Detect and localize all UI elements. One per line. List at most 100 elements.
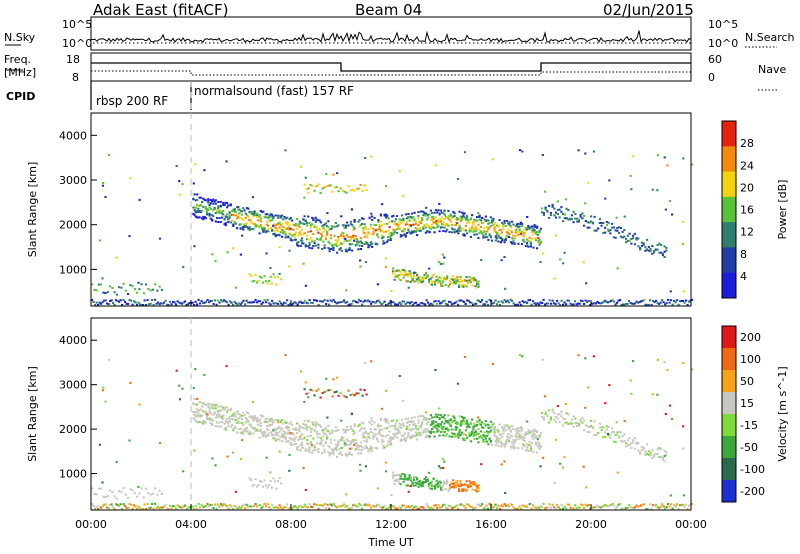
power-point: [407, 301, 410, 304]
power-point: [581, 212, 584, 215]
power-colorbar-swatch-2: [722, 171, 736, 198]
velocity-point: [398, 481, 401, 484]
power-point: [686, 304, 689, 306]
velocity-point: [481, 421, 484, 424]
power-point: [413, 211, 416, 214]
power-point: [411, 216, 414, 219]
velocity-point: [417, 480, 420, 483]
power-point: [245, 299, 248, 302]
power-point: [494, 235, 497, 238]
velocity-point: [211, 457, 214, 460]
velocity-point: [306, 428, 309, 431]
power-point: [284, 232, 287, 235]
power-point: [209, 207, 212, 210]
velocity-point: [274, 419, 277, 421]
velocity-point: [104, 496, 107, 499]
power-point: [604, 197, 607, 200]
velocity-point: [628, 504, 631, 507]
power-point: [299, 230, 302, 233]
power-point: [553, 214, 556, 217]
velocity-point: [470, 505, 473, 508]
power-point: [499, 303, 502, 306]
power-point: [269, 215, 272, 218]
velocity-point: [476, 432, 479, 435]
velocity-point: [436, 506, 439, 509]
power-point: [428, 278, 431, 281]
power-point: [477, 228, 480, 231]
velocity-point: [568, 503, 571, 506]
power-point: [118, 300, 121, 303]
power-point: [578, 302, 581, 305]
power-point: [562, 213, 565, 216]
velocity-point: [101, 481, 104, 484]
velocity-point: [551, 410, 554, 413]
velocity-point: [256, 485, 259, 488]
velocity-point: [616, 431, 619, 434]
velocity-point: [413, 484, 416, 487]
velocity-point: [478, 436, 481, 439]
power-point: [253, 301, 256, 304]
power-point: [513, 241, 516, 244]
power-point: [222, 201, 225, 204]
power-point: [98, 301, 101, 304]
velocity-point: [364, 430, 367, 433]
power-point: [446, 228, 449, 231]
velocity-point: [548, 409, 551, 412]
power-point: [397, 226, 400, 229]
velocity-point: [301, 444, 304, 446]
power-point: [136, 303, 139, 306]
power-point: [471, 284, 474, 287]
power-point: [228, 214, 231, 217]
power-point: [502, 301, 505, 304]
power-point: [592, 302, 595, 305]
velocity-point: [485, 504, 488, 507]
velocity-ytick-label-1000: 1000: [59, 468, 87, 481]
power-point: [452, 228, 455, 231]
power-point: [407, 216, 410, 219]
power-point: [455, 300, 458, 303]
power-point: [251, 211, 254, 214]
velocity-point: [362, 434, 365, 436]
velocity-point: [514, 433, 517, 436]
velocity-point: [273, 437, 276, 440]
velocity-point: [258, 419, 261, 422]
power-point: [147, 287, 150, 290]
power-point: [258, 232, 261, 235]
velocity-point: [461, 484, 464, 486]
power-point: [521, 150, 524, 153]
velocity-point: [281, 427, 284, 430]
power-point: [369, 243, 372, 246]
power-point: [455, 282, 458, 285]
power-point: [316, 226, 319, 229]
velocity-point: [518, 433, 521, 436]
power-point: [399, 222, 402, 225]
velocity-point: [351, 453, 354, 456]
velocity-point: [551, 408, 554, 411]
velocity-point: [542, 502, 545, 505]
power-point: [284, 149, 287, 152]
velocity-point: [642, 446, 645, 449]
power-point: [479, 230, 482, 233]
velocity-point: [336, 456, 339, 458]
velocity-point: [556, 413, 559, 416]
velocity-point: [329, 441, 332, 444]
velocity-point: [202, 402, 205, 405]
power-point: [319, 236, 322, 239]
velocity-point: [575, 507, 578, 510]
power-point: [157, 301, 160, 304]
velocity-point: [209, 403, 212, 406]
power-point: [192, 198, 195, 201]
power-point: [444, 222, 447, 225]
velocity-point: [478, 419, 481, 421]
velocity-point: [458, 490, 461, 493]
power-point: [256, 216, 259, 219]
velocity-point: [283, 435, 286, 438]
power-point: [359, 300, 362, 303]
power-point: [309, 184, 312, 187]
velocity-point: [391, 436, 394, 439]
velocity-point: [611, 427, 614, 430]
velocity-point: [198, 420, 201, 423]
velocity-point: [498, 441, 501, 443]
velocity-point: [328, 507, 331, 510]
power-point: [222, 209, 225, 212]
